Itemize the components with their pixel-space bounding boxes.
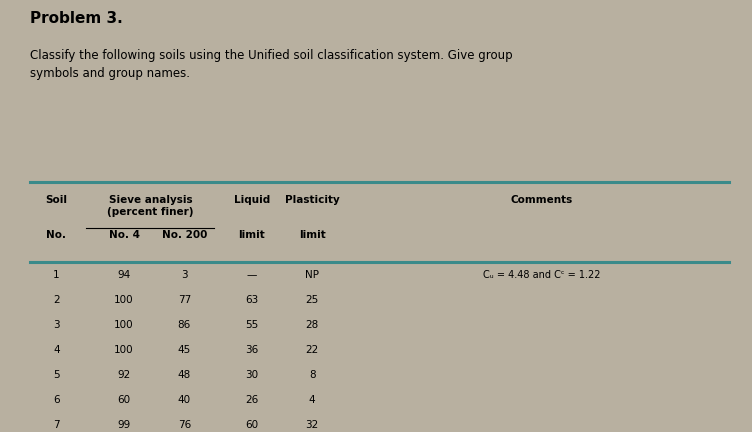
Text: 4: 4 (309, 395, 315, 405)
Text: 6: 6 (53, 395, 59, 405)
Text: 94: 94 (117, 270, 131, 280)
Text: —: — (247, 270, 257, 280)
Text: 76: 76 (177, 420, 191, 430)
Text: 7: 7 (53, 420, 59, 430)
Text: 36: 36 (245, 345, 259, 355)
Text: Classify the following soils using the Unified soil classification system. Give : Classify the following soils using the U… (30, 49, 513, 80)
Text: 92: 92 (117, 370, 131, 380)
Text: 60: 60 (245, 420, 259, 430)
Text: 77: 77 (177, 295, 191, 305)
Text: 2: 2 (53, 295, 59, 305)
Text: No. 4: No. 4 (108, 230, 140, 240)
Text: Plasticity: Plasticity (285, 195, 339, 205)
Text: Cᵤ = 4.48 and Cᶜ = 1.22: Cᵤ = 4.48 and Cᶜ = 1.22 (483, 270, 600, 280)
Text: 40: 40 (177, 395, 191, 405)
Text: 8: 8 (309, 370, 315, 380)
Text: 100: 100 (114, 345, 134, 355)
Text: 100: 100 (114, 295, 134, 305)
Text: 45: 45 (177, 345, 191, 355)
Text: 22: 22 (305, 345, 319, 355)
Text: 4: 4 (53, 345, 59, 355)
Text: limit: limit (238, 230, 265, 240)
Text: NP: NP (305, 270, 319, 280)
Text: No.: No. (47, 230, 66, 240)
Text: 1: 1 (53, 270, 59, 280)
Text: 32: 32 (305, 420, 319, 430)
Text: 28: 28 (305, 320, 319, 330)
Text: Soil: Soil (45, 195, 68, 205)
Text: 3: 3 (181, 270, 187, 280)
Text: limit: limit (299, 230, 326, 240)
Text: Problem 3.: Problem 3. (30, 11, 123, 26)
Text: Comments: Comments (511, 195, 572, 205)
Text: No. 200: No. 200 (162, 230, 207, 240)
Text: 30: 30 (245, 370, 259, 380)
Text: 3: 3 (53, 320, 59, 330)
Text: 5: 5 (53, 370, 59, 380)
Text: Sieve analysis
(percent finer): Sieve analysis (percent finer) (107, 195, 194, 217)
Text: 100: 100 (114, 320, 134, 330)
Text: 86: 86 (177, 320, 191, 330)
Text: 55: 55 (245, 320, 259, 330)
Text: 25: 25 (305, 295, 319, 305)
Text: Liquid: Liquid (234, 195, 270, 205)
Text: 63: 63 (245, 295, 259, 305)
Text: 99: 99 (117, 420, 131, 430)
Text: 26: 26 (245, 395, 259, 405)
Text: 60: 60 (117, 395, 131, 405)
Text: 48: 48 (177, 370, 191, 380)
